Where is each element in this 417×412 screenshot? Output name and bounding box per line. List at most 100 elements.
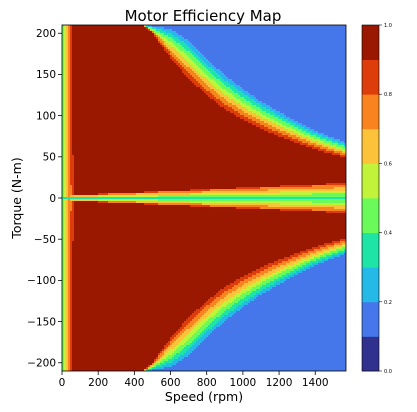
heatmap-cell bbox=[296, 55, 299, 58]
heatmap-cell bbox=[62, 43, 65, 46]
heatmap-cell bbox=[74, 65, 77, 68]
heatmap-cell bbox=[148, 35, 151, 38]
heatmap-cell bbox=[68, 29, 71, 32]
heatmap-cell bbox=[156, 61, 159, 64]
heatmap-cell bbox=[286, 25, 289, 28]
heatmap-cell bbox=[112, 51, 115, 54]
heatmap-cell bbox=[62, 55, 65, 58]
heatmap-cell bbox=[204, 33, 207, 36]
heatmap-cell bbox=[260, 69, 263, 72]
heatmap-cell bbox=[118, 51, 121, 54]
heatmap-cell bbox=[192, 59, 195, 62]
heatmap-cell bbox=[234, 57, 237, 60]
heatmap-cell bbox=[256, 55, 259, 58]
heatmap-cell bbox=[190, 27, 193, 30]
heatmap-cell bbox=[150, 61, 153, 64]
heatmap-cell bbox=[278, 51, 281, 54]
heatmap-cell bbox=[170, 67, 173, 70]
heatmap-cell bbox=[108, 25, 111, 28]
heatmap-cell bbox=[126, 41, 129, 44]
heatmap-cell bbox=[72, 51, 75, 54]
heatmap-cell bbox=[306, 51, 309, 54]
heatmap-cell bbox=[132, 69, 135, 72]
heatmap-cell bbox=[84, 69, 87, 72]
heatmap-cell bbox=[284, 47, 287, 50]
heatmap-cell bbox=[100, 37, 103, 40]
heatmap-cell bbox=[196, 43, 199, 46]
heatmap-cell bbox=[130, 47, 133, 50]
heatmap-cell bbox=[106, 67, 109, 70]
heatmap-cell bbox=[118, 61, 121, 64]
heatmap-cell bbox=[206, 67, 209, 70]
heatmap-cell bbox=[66, 71, 69, 74]
heatmap-cell bbox=[226, 55, 229, 58]
heatmap-cell bbox=[74, 57, 77, 60]
heatmap-cell bbox=[186, 69, 189, 72]
heatmap-cell bbox=[140, 67, 143, 70]
heatmap-cell bbox=[86, 67, 89, 70]
heatmap-cell bbox=[262, 37, 265, 40]
heatmap-cell bbox=[72, 61, 75, 64]
heatmap-cell bbox=[174, 67, 177, 70]
heatmap-cell bbox=[134, 39, 137, 42]
heatmap-cell bbox=[342, 49, 345, 52]
heatmap-cell bbox=[148, 41, 151, 44]
heatmap-cell bbox=[98, 49, 101, 52]
heatmap-cell bbox=[166, 25, 169, 28]
heatmap-cell bbox=[294, 27, 297, 30]
heatmap-cell bbox=[144, 71, 147, 74]
heatmap-cell bbox=[82, 57, 85, 60]
heatmap-cell bbox=[262, 41, 265, 44]
heatmap-cell bbox=[258, 51, 261, 54]
heatmap-cell bbox=[134, 51, 137, 54]
heatmap-cell bbox=[100, 51, 103, 54]
heatmap-cell bbox=[294, 47, 297, 50]
heatmap-cell bbox=[294, 57, 297, 60]
heatmap-cell bbox=[86, 33, 89, 36]
heatmap-cell bbox=[286, 59, 289, 62]
heatmap-cell bbox=[136, 49, 139, 52]
heatmap-cell bbox=[156, 33, 159, 36]
heatmap-cell bbox=[166, 59, 169, 62]
heatmap-cell bbox=[62, 37, 65, 40]
heatmap-cell bbox=[332, 45, 335, 48]
heatmap-cell bbox=[108, 59, 111, 62]
heatmap-cell bbox=[120, 69, 123, 72]
heatmap-cell bbox=[254, 51, 257, 54]
heatmap-cell bbox=[314, 49, 317, 52]
heatmap-cell bbox=[72, 29, 75, 32]
heatmap-cell bbox=[236, 25, 239, 28]
heatmap-cell bbox=[236, 31, 239, 34]
heatmap-cell bbox=[228, 49, 231, 52]
heatmap-cell bbox=[344, 61, 346, 64]
heatmap-cell bbox=[254, 31, 257, 34]
heatmap-cell bbox=[98, 65, 101, 68]
heatmap-cell bbox=[140, 39, 143, 42]
heatmap-cell bbox=[168, 51, 171, 54]
heatmap-cell bbox=[204, 49, 207, 52]
heatmap-cell bbox=[248, 25, 251, 28]
heatmap-cell bbox=[234, 67, 237, 70]
heatmap-cell bbox=[200, 67, 203, 70]
heatmap-cell bbox=[278, 27, 281, 30]
heatmap-cell bbox=[318, 53, 321, 56]
heatmap-cell bbox=[196, 65, 199, 68]
heatmap-cell bbox=[334, 27, 337, 30]
heatmap-cell bbox=[86, 63, 89, 66]
heatmap-cell bbox=[266, 47, 269, 50]
heatmap-cell bbox=[266, 43, 269, 46]
heatmap-cell bbox=[232, 37, 235, 40]
heatmap-cell bbox=[216, 63, 219, 66]
heatmap-cell bbox=[314, 31, 317, 34]
heatmap-cell bbox=[330, 27, 333, 30]
heatmap-cell bbox=[292, 51, 295, 54]
heatmap-cell bbox=[184, 47, 187, 50]
heatmap-cell bbox=[248, 57, 251, 60]
heatmap-cell bbox=[72, 45, 75, 48]
heatmap-cell bbox=[118, 65, 121, 68]
heatmap-cell bbox=[180, 63, 183, 66]
heatmap-cell bbox=[318, 67, 321, 70]
heatmap-cell bbox=[298, 35, 301, 38]
heatmap-cell bbox=[200, 53, 203, 56]
heatmap-cell bbox=[198, 71, 201, 74]
